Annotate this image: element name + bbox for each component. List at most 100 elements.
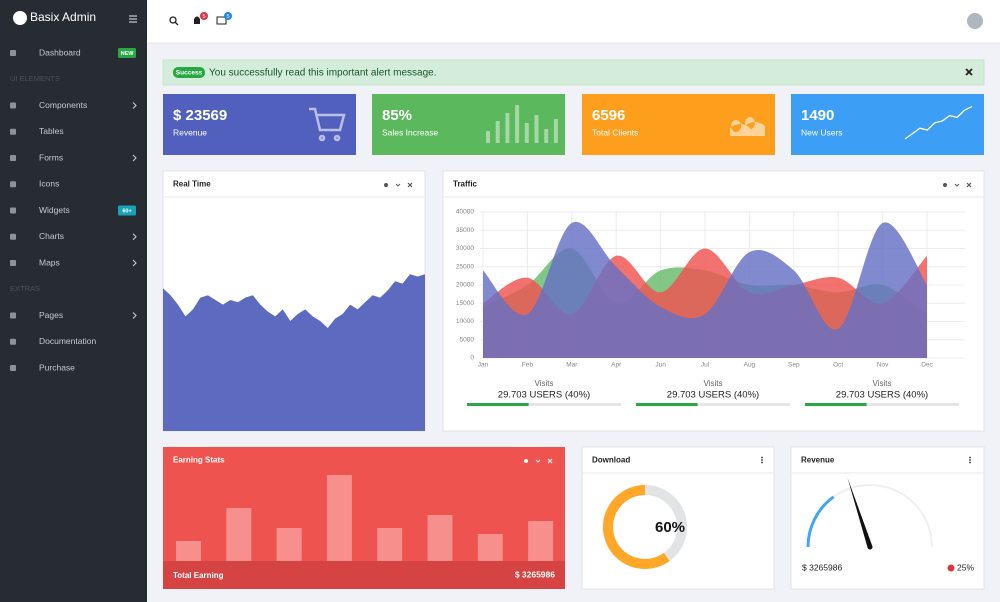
menu-dots[interactable] bbox=[969, 459, 971, 461]
traffic-area bbox=[483, 221, 927, 358]
alert-text: You successfully read this important ale… bbox=[209, 68, 437, 79]
tool-collapse[interactable] bbox=[395, 183, 401, 187]
menu-dots[interactable] bbox=[969, 461, 971, 464]
panel-title: Earning Stats bbox=[173, 456, 225, 465]
earning-bar bbox=[226, 508, 252, 561]
bell-icon[interactable] bbox=[194, 16, 200, 25]
menu-item[interactable]: Pages bbox=[39, 310, 63, 320]
search-icon[interactable] bbox=[169, 16, 179, 26]
stat-value: $ 23569 bbox=[173, 107, 227, 124]
revenue-change: 25% bbox=[957, 562, 974, 572]
menu-toggle[interactable] bbox=[129, 15, 137, 23]
x-tick-label: Dec bbox=[921, 362, 933, 369]
menu-dots[interactable] bbox=[761, 456, 763, 459]
mail-icon[interactable] bbox=[216, 16, 227, 25]
menu-icon bbox=[10, 181, 16, 188]
menu-icon bbox=[10, 233, 16, 240]
y-tick-label: 0 bbox=[470, 355, 474, 362]
earning-footer-value: $ 3265986 bbox=[515, 569, 555, 579]
progress-track bbox=[636, 403, 790, 406]
menu-item[interactable]: Charts bbox=[39, 231, 64, 241]
alert-badge bbox=[173, 67, 205, 78]
stat-card bbox=[791, 94, 984, 155]
menu-arrow bbox=[132, 233, 137, 241]
menu-item[interactable]: Documentation bbox=[39, 336, 96, 346]
cart-icon bbox=[309, 107, 346, 142]
menu-item[interactable]: Icons bbox=[39, 179, 59, 189]
progress-bar bbox=[636, 403, 698, 406]
menu-item[interactable]: Purchase bbox=[39, 362, 75, 372]
stat-value: 85% bbox=[382, 107, 412, 124]
spark-bar bbox=[524, 123, 529, 143]
earning-footer bbox=[163, 561, 565, 589]
tool-collapse[interactable] bbox=[954, 183, 960, 187]
menu-item[interactable]: Widgets bbox=[39, 205, 70, 215]
stat-value: 1490 bbox=[801, 107, 834, 124]
tool-close[interactable] bbox=[966, 182, 972, 188]
menu-item[interactable]: Components bbox=[39, 100, 87, 110]
panel-title: Revenue bbox=[801, 456, 835, 465]
x-tick-label: Jul bbox=[701, 362, 710, 369]
menu-arrow bbox=[132, 154, 137, 162]
alert bbox=[162, 59, 985, 86]
menu-item[interactable]: Dashboard bbox=[39, 47, 81, 57]
stat-label: New Users bbox=[801, 127, 843, 137]
panel-title: Real Time bbox=[173, 180, 211, 189]
menu-dots[interactable] bbox=[969, 456, 971, 459]
legend-label: Visits bbox=[704, 379, 723, 388]
tool-settings[interactable] bbox=[384, 183, 388, 187]
x-tick-label: Feb bbox=[522, 362, 534, 369]
menu-item[interactable]: Tables bbox=[39, 126, 64, 136]
legend-label: Visits bbox=[873, 379, 892, 388]
clients-icon bbox=[730, 117, 765, 136]
x-tick-label: Jun bbox=[655, 362, 666, 369]
x-tick-label: Nov bbox=[877, 362, 889, 369]
tool-settings[interactable] bbox=[524, 459, 528, 463]
y-tick-label: 30000 bbox=[456, 245, 474, 252]
message-badge bbox=[224, 12, 232, 20]
earning-bar bbox=[276, 528, 302, 561]
menu-icon bbox=[10, 312, 16, 319]
y-tick-label: 10000 bbox=[456, 318, 474, 325]
y-tick-label: 5000 bbox=[460, 336, 475, 343]
stat-label: Total Clients bbox=[592, 127, 638, 137]
spark-bar bbox=[486, 131, 490, 143]
y-tick-label: 35000 bbox=[456, 227, 474, 234]
gauge-arc bbox=[806, 495, 835, 548]
notification-count: 5 bbox=[202, 14, 205, 20]
y-tick-label: 20000 bbox=[456, 282, 474, 289]
menu-arrow bbox=[132, 259, 137, 267]
menu-icon bbox=[10, 260, 16, 266]
stat-label: Revenue bbox=[173, 127, 207, 137]
spark-line bbox=[904, 106, 973, 140]
tool-close[interactable] bbox=[407, 182, 413, 188]
notification-badge bbox=[200, 12, 208, 20]
menu-item[interactable]: Maps bbox=[39, 257, 60, 267]
menu-badge bbox=[118, 205, 136, 216]
menu-icon bbox=[10, 365, 16, 371]
tool-close[interactable] bbox=[547, 458, 553, 464]
earning-bar bbox=[176, 541, 201, 561]
panel-title: Download bbox=[592, 456, 630, 465]
menu-dots[interactable] bbox=[761, 459, 763, 461]
spark-bar bbox=[505, 113, 510, 143]
tool-settings[interactable] bbox=[943, 183, 947, 187]
menu-dots[interactable] bbox=[761, 461, 763, 464]
x-tick-label: Mar bbox=[566, 362, 578, 369]
menu-icon bbox=[10, 50, 16, 56]
spark-bar bbox=[515, 105, 520, 143]
x-tick-label: Jan bbox=[478, 362, 489, 369]
avatar[interactable] bbox=[967, 13, 983, 29]
legend-value: 29.703 USERS (40%) bbox=[836, 390, 928, 401]
alert-close[interactable] bbox=[965, 68, 973, 76]
spark-bar bbox=[553, 119, 558, 143]
brand[interactable]: Basix Admin bbox=[30, 10, 96, 24]
message-count: 5 bbox=[226, 14, 229, 20]
tool-collapse[interactable] bbox=[535, 459, 541, 463]
revenue-amount: $ 3265986 bbox=[802, 562, 842, 572]
earning-bar bbox=[326, 475, 352, 561]
donut-value bbox=[603, 485, 670, 569]
menu-item[interactable]: Forms bbox=[39, 152, 63, 162]
